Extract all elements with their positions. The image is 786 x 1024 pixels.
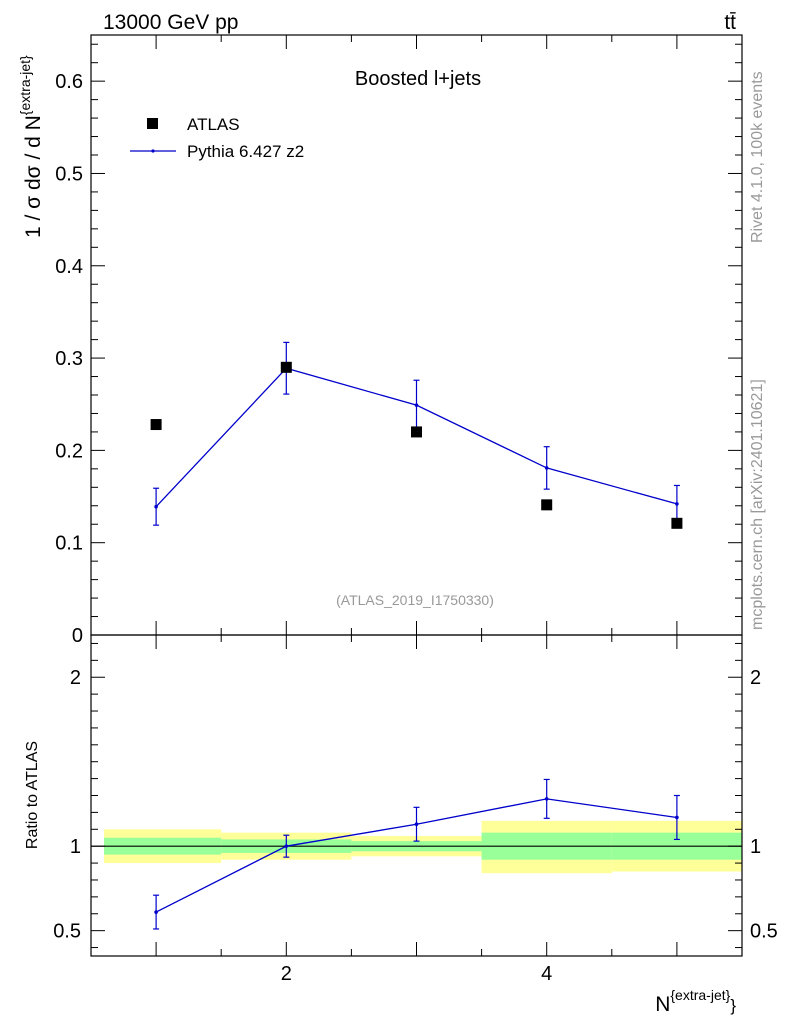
atlas-data-point [671,517,683,529]
main-y-tick-label: 0.1 [55,533,83,555]
main-y-tick-label: 0.3 [55,348,83,370]
legend-atlas-label: ATLAS [187,115,240,134]
main-axis-ticks: 0 0.1 0.2 0.3 0.4 0.5 0.6 [55,35,742,647]
ratio-ylabel: Ratio to ATLAS [24,741,41,849]
mc-point [675,502,679,506]
ratio-bands [104,820,742,874]
rivet-label: Rivet 4.1.0, 100k events [749,71,766,243]
ratio-y-tick-label: 0.5 [53,921,81,943]
ratio-panel: 0.5 0.5 1 1 2 2 2 4 Ratio to ATLAS N{extra-jet}… [24,634,778,1016]
main-y-tick-label: 0.4 [55,256,83,278]
main-panel: Boosted l+jets (ATLAS_2019_I1750330) 1 /… [17,34,743,647]
ratio-marks [153,778,680,930]
ratio-axis-ticks: 0.5 0.5 1 1 2 2 2 4 [53,635,778,985]
ratio-point [544,797,549,801]
atlas-data-point [411,426,422,438]
header-left: 13000 GeV pp [103,11,238,34]
main-marks [150,341,683,529]
chart-title: Boosted l+jets [355,68,481,90]
mc-point [414,403,419,407]
ratio-y-tick-label: 1 [70,836,81,858]
legend-atlas-marker [147,118,158,129]
watermark: (ATLAS_2019_I1750330) [336,592,494,608]
ratio-y-tick-label-right: 1 [750,836,761,858]
main-y-tick-label: 0.6 [55,71,83,93]
main-y-tick-label: 0 [72,625,83,647]
atlas-data-point [150,419,162,431]
mcplots-label: mcplots.cern.ch [arXiv:2401.10621] [749,379,766,630]
ratio-y-tick-label: 2 [70,667,81,689]
main-ylabel: 1 / σ dσ / d N{extra-jet} [17,55,45,238]
ratio-y-tick-label-right: 0.5 [750,921,778,943]
atlas-data-point [541,499,553,511]
x-axis-label: N{extra-jet}} [655,987,736,1016]
ratio-point [284,844,289,848]
main-y-tick-label: 0.5 [55,163,83,185]
ratio-y-tick-label-right: 2 [750,667,761,689]
legend: ATLAS Pythia 6.427 z2 [130,115,304,161]
main-y-tick-label: 0.2 [55,440,83,462]
mc-point [154,504,158,509]
legend-mc-label: Pythia 6.427 z2 [187,142,304,161]
header-right: tt̄ [724,11,736,34]
atlas-data-point [280,361,292,373]
x-tick-label: 2 [281,963,292,985]
ratio-point [675,815,679,820]
ratio-point [414,822,419,827]
ratio-frame [90,634,743,957]
x-tick-label: 4 [541,963,552,985]
ratio-point [154,910,158,914]
legend-mc-marker [151,149,155,153]
mc-point [544,466,549,470]
